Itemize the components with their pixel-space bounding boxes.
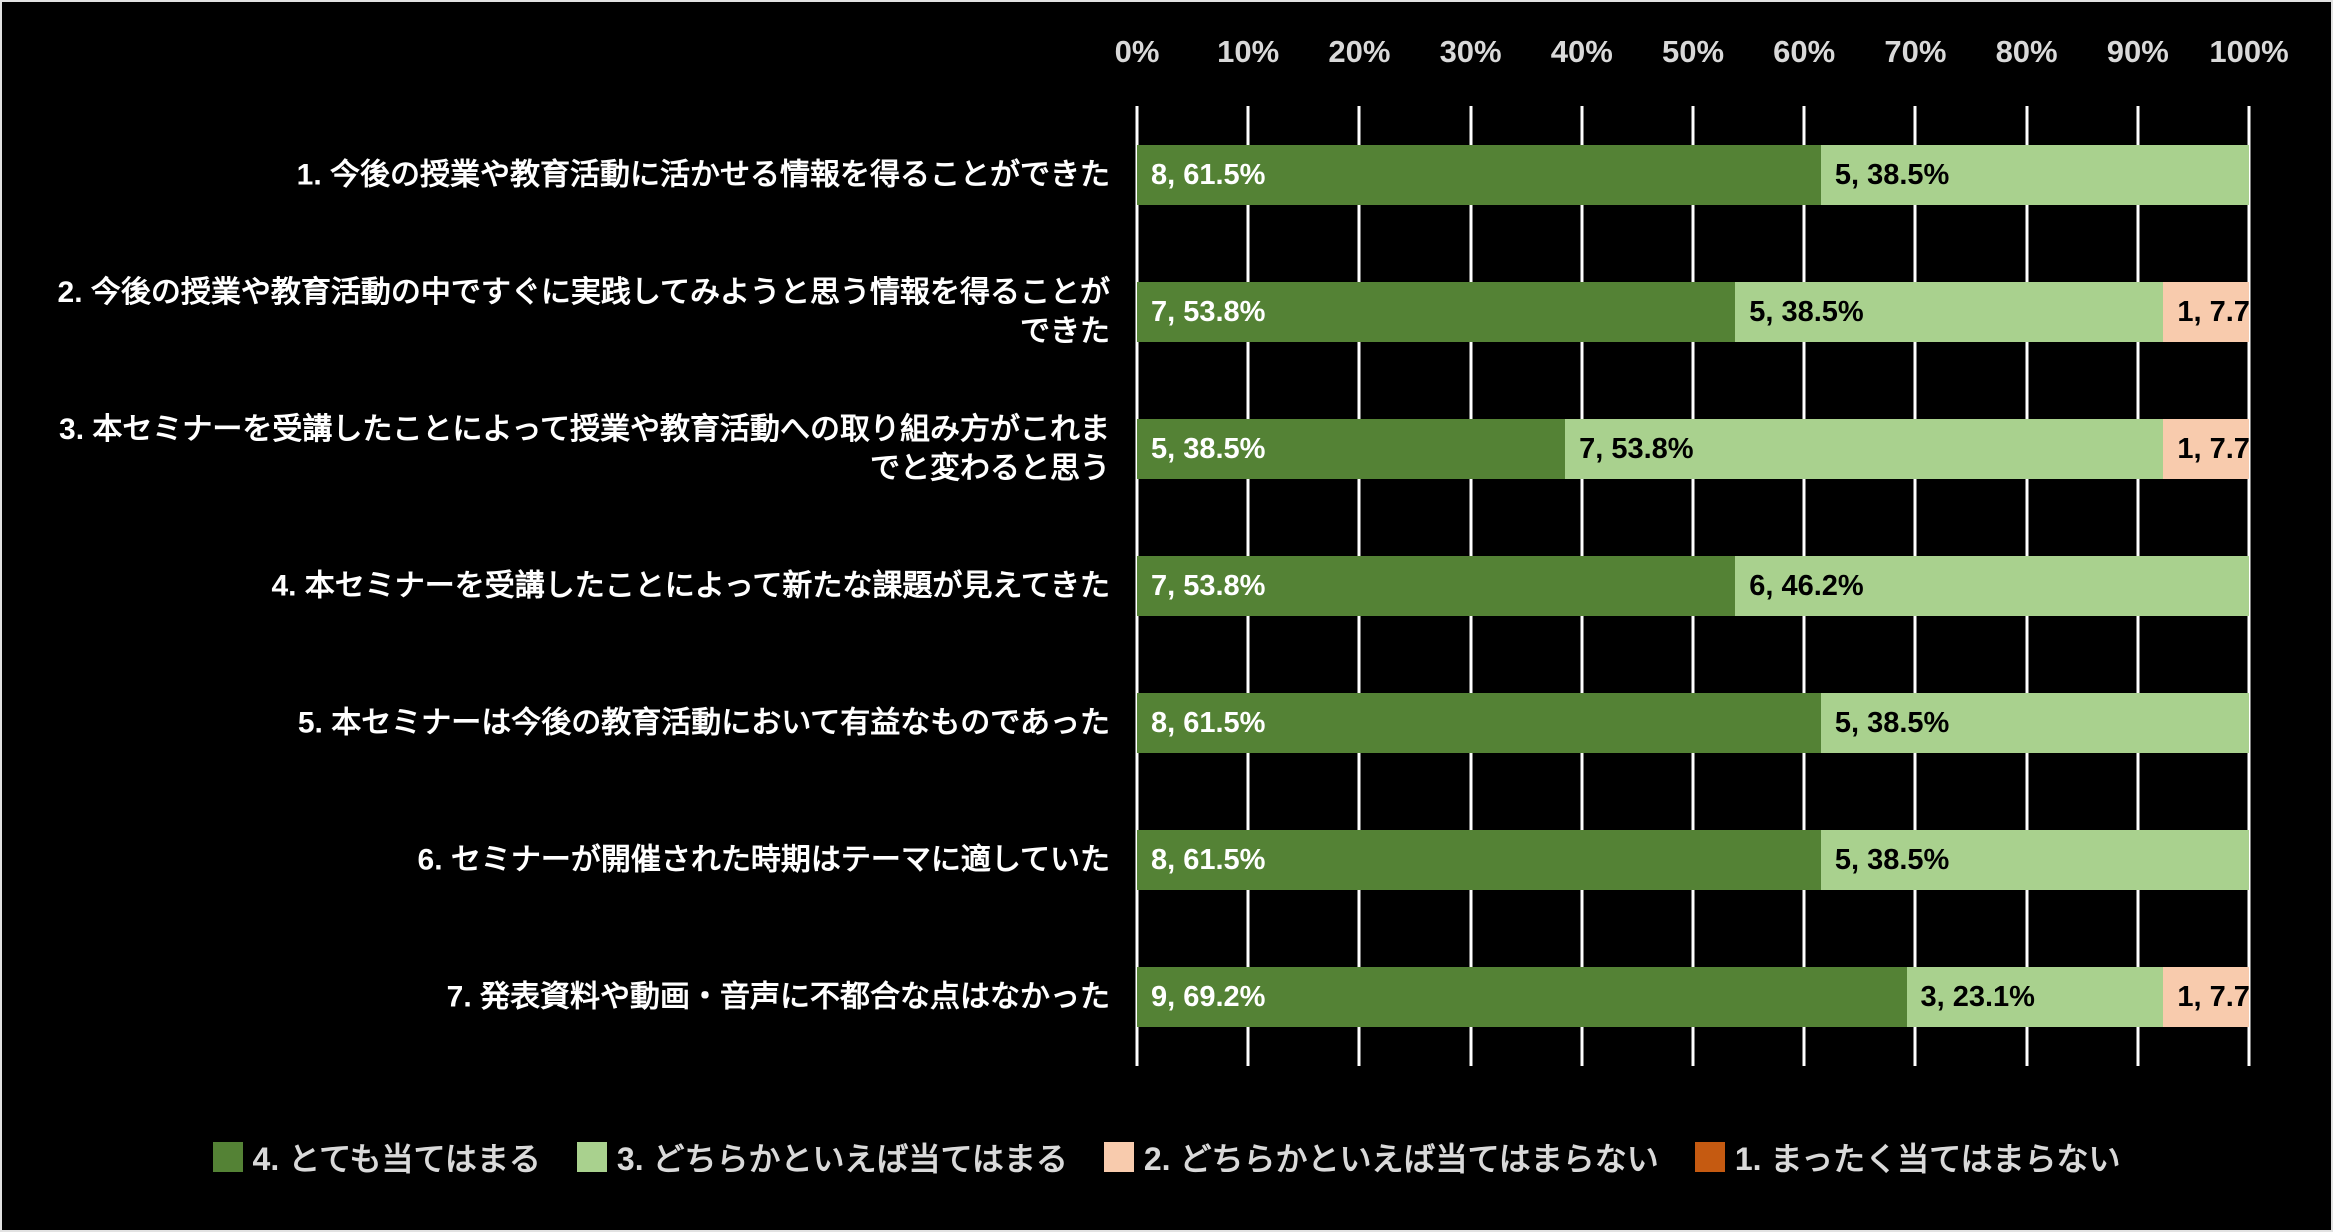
- bar-row: 8, 61.5% 5, 38.5%: [1137, 693, 2249, 754]
- bar-segment: 5, 38.5%: [1820, 830, 2249, 891]
- category-label: 2. 今後の授業や教育活動の中ですぐに実践してみようと思う情報を得ることができた: [57, 275, 1110, 348]
- x-tick-label: 30%: [1439, 34, 1502, 69]
- legend-item: 1. まったく当てはまらない: [1694, 1134, 2121, 1180]
- legend-item: 4. とても当てはまる: [212, 1134, 541, 1180]
- bar-segment: 1, 7.7%: [2163, 967, 2276, 1028]
- bar-value-label: 8, 61.5%: [1151, 158, 1266, 191]
- legend-label: 4. とても当てはまる: [252, 1141, 541, 1177]
- category-label: 1. 今後の授業や教育活動に活かせる情報を得ることができた: [296, 158, 1110, 192]
- plot-area: 8, 61.5% 5, 38.5% 7, 53.8% 5, 38.5% 1, 7.7% 5…: [1135, 106, 2276, 1066]
- category-axis: 1. 今後の授業や教育活動に活かせる情報を得ることができた 2. 今後の授業や教育…: [38, 106, 1110, 1066]
- bar-segment: 3, 23.1%: [1906, 967, 2164, 1028]
- bar-segment: 9, 69.2%: [1137, 967, 1907, 1028]
- bar-segment: 7, 53.8%: [1137, 556, 1736, 616]
- category-label: 5. 本セミナーは今後の教育活動において有益なものであった: [297, 706, 1110, 740]
- bar-value-label: 9, 69.2%: [1151, 981, 1266, 1014]
- x-tick-label: 90%: [2106, 34, 2169, 69]
- bar-value-label: 5, 38.5%: [1151, 432, 1266, 465]
- x-tick-label: 0%: [1114, 34, 1160, 69]
- bar-value-label: 5, 38.5%: [1834, 158, 1950, 191]
- x-tick-label: 40%: [1550, 34, 1613, 69]
- x-tick-label: 100%: [2209, 34, 2289, 69]
- category-label: 4. 本セミナーを受講したことによって新たな課題が見えてきた: [271, 569, 1110, 603]
- legend-swatch: [212, 1142, 243, 1172]
- gridline: [2247, 106, 2251, 1066]
- x-axis: 0% 10% 20% 30% 40% 50% 60% 70% 80% 90% 100%: [1115, 30, 2289, 74]
- legend-item: 3. どちらかといえば当てはまる: [576, 1134, 1068, 1180]
- x-tick-label: 50%: [1661, 34, 1725, 69]
- bar-segment: 8, 61.5%: [1137, 693, 1821, 754]
- bar-value-label: 1, 7.7%: [2177, 295, 2276, 328]
- category-label: 6. セミナーが開催された時期はテーマに適していた: [417, 843, 1110, 877]
- bar-segment: 5, 38.5%: [1820, 144, 2249, 205]
- legend-swatch: [1694, 1142, 1725, 1172]
- legend-item: 2. どちらかといえば当てはまらない: [1103, 1134, 1659, 1180]
- x-tick-label: 70%: [1884, 34, 1947, 69]
- legend-swatch: [1103, 1142, 1134, 1172]
- bar-value-label: 7, 53.8%: [1579, 432, 1694, 465]
- bar-value-label: 3, 23.1%: [1920, 981, 2035, 1014]
- bar-value-label: 7, 53.8%: [1151, 570, 1266, 602]
- legend-label: 2. どちらかといえば当てはまらない: [1143, 1141, 1659, 1177]
- x-tick-label: 80%: [1995, 34, 2058, 69]
- bar-segment: 6, 46.2%: [1735, 556, 2249, 616]
- bar-row: 7, 53.8% 5, 38.5% 1, 7.7%: [1137, 281, 2276, 342]
- bar-value-label: 6, 46.2%: [1749, 570, 1864, 602]
- bar-value-label: 8, 61.5%: [1151, 707, 1266, 740]
- bar-value-label: 5, 38.5%: [1834, 707, 1950, 740]
- bar-segment: 8, 61.5%: [1137, 830, 1821, 891]
- bar-value-label: 1, 7.7%: [2177, 432, 2276, 465]
- x-tick-label: 20%: [1328, 34, 1391, 69]
- bar-segment: 7, 53.8%: [1137, 281, 1736, 342]
- bar-row: 9, 69.2% 3, 23.1% 1, 7.7%: [1137, 967, 2276, 1028]
- bar-segment: 5, 38.5%: [1735, 281, 2164, 342]
- bar-row: 8, 61.5% 5, 38.5%: [1137, 830, 2249, 891]
- category-label: 3. 本セミナーを受講したことによって授業や教育活動への取り組み方がこれまでと変…: [59, 412, 1110, 485]
- bar-segment: 8, 61.5%: [1137, 144, 1821, 205]
- legend-swatch: [576, 1142, 607, 1172]
- bar-row: 8, 61.5% 5, 38.5%: [1137, 144, 2249, 205]
- bar-segment: 1, 7.7%: [2163, 418, 2276, 479]
- bar-value-label: 5, 38.5%: [1749, 295, 1864, 328]
- bar-row: 5, 38.5% 7, 53.8% 1, 7.7%: [1137, 418, 2276, 479]
- bar-value-label: 8, 61.5%: [1151, 844, 1266, 877]
- bar-value-label: 1, 7.7%: [2177, 981, 2276, 1014]
- legend-label: 1. まったく当てはまらない: [1734, 1141, 2121, 1177]
- bar-value-label: 5, 38.5%: [1834, 844, 1950, 877]
- bar-segment: 5, 38.5%: [1820, 693, 2249, 754]
- bar-segment: 7, 53.8%: [1565, 418, 2164, 479]
- x-tick-label: 60%: [1773, 34, 1836, 69]
- bar-value-label: 7, 53.8%: [1151, 295, 1266, 328]
- legend-label: 3. どちらかといえば当てはまる: [616, 1141, 1068, 1177]
- bar-segment: 5, 38.5%: [1137, 418, 1566, 479]
- category-label: 7. 発表資料や動画・音声に不都合な点はなかった: [446, 980, 1110, 1014]
- bar-row: 7, 53.8% 6, 46.2%: [1137, 556, 2249, 616]
- x-tick-label: 10%: [1217, 34, 1280, 69]
- bar-segment: 1, 7.7%: [2163, 281, 2276, 342]
- legend: 4. とても当てはまる 3. どちらかといえば当てはまる 2. どちらかといえば当て…: [2, 1134, 2331, 1180]
